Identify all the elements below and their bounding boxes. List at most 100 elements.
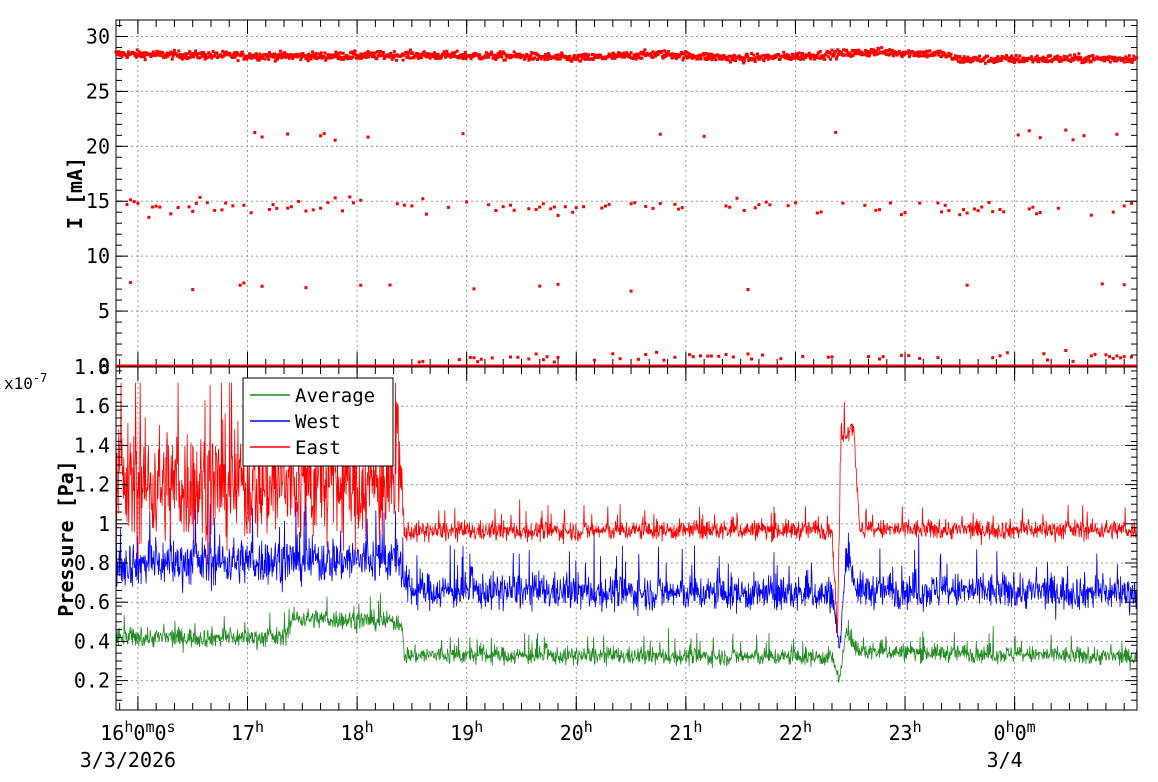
current-y-tick-label: 20	[86, 134, 110, 158]
current-point	[501, 50, 505, 54]
current-y-tick-label: 25	[86, 79, 110, 103]
current-point	[250, 56, 254, 60]
current-point	[1054, 57, 1058, 61]
x-tick-label: 22h	[779, 718, 812, 745]
current-point	[126, 50, 130, 54]
current-point	[1031, 205, 1035, 209]
current-point	[366, 50, 370, 54]
current-point	[911, 50, 915, 54]
current-point	[852, 52, 856, 56]
current-point	[1027, 207, 1031, 211]
current-point	[141, 51, 145, 55]
current-x-ticks	[119, 20, 1125, 366]
current-point	[311, 208, 315, 212]
current-point	[901, 50, 905, 54]
current-point	[432, 53, 436, 57]
current-point	[595, 53, 599, 57]
current-point	[863, 52, 867, 56]
current-point	[869, 47, 873, 51]
current-point	[198, 56, 202, 60]
current-point	[241, 52, 245, 56]
current-point	[972, 207, 976, 211]
pressure-y-tick-label: 1	[98, 512, 110, 536]
current-point	[673, 355, 677, 359]
pressure-y-exponent: x10-7	[4, 371, 47, 393]
current-point	[742, 59, 746, 63]
current-point	[390, 57, 394, 61]
current-point	[631, 56, 635, 60]
current-point	[472, 356, 476, 360]
current-point	[528, 56, 532, 60]
current-point	[304, 209, 308, 213]
current-point	[1040, 59, 1044, 63]
current-point	[618, 52, 622, 56]
current-point	[487, 55, 491, 59]
current-point	[202, 54, 206, 58]
current-point	[1068, 53, 1072, 57]
current-point	[1038, 211, 1042, 215]
current-point	[922, 54, 926, 58]
current-point	[1046, 358, 1050, 362]
current-point	[991, 57, 995, 61]
current-point	[843, 53, 847, 57]
current-point	[340, 55, 344, 59]
current-point	[592, 53, 596, 57]
current-point	[962, 55, 966, 59]
current-point	[639, 50, 643, 54]
current-point	[425, 212, 429, 216]
current-point	[918, 53, 922, 57]
current-point	[213, 208, 217, 212]
current-point	[936, 201, 940, 205]
current-point	[126, 55, 130, 59]
current-point	[509, 203, 513, 207]
current-point	[881, 355, 885, 359]
current-point	[688, 353, 692, 357]
current-point	[999, 58, 1003, 62]
current-point	[372, 53, 376, 57]
current-point	[845, 50, 849, 54]
current-point	[428, 56, 432, 60]
current-point	[682, 52, 686, 56]
current-point	[161, 51, 165, 55]
current-point	[556, 213, 560, 217]
current-point	[153, 53, 157, 57]
x-tick-label: 23h	[888, 718, 921, 745]
current-point	[808, 55, 812, 59]
current-point	[275, 206, 279, 210]
current-point	[731, 58, 735, 62]
current-point	[124, 53, 128, 57]
current-point	[433, 51, 437, 55]
current-point	[728, 205, 732, 209]
current-point	[450, 51, 454, 55]
current-point	[191, 288, 195, 292]
current-point	[771, 57, 775, 61]
current-point	[936, 356, 940, 360]
current-point	[1122, 355, 1126, 359]
current-point	[395, 58, 399, 62]
current-point	[1073, 53, 1077, 57]
current-point	[381, 50, 385, 54]
current-point	[457, 358, 461, 362]
current-point	[136, 201, 140, 205]
pressure-series-average	[115, 592, 1138, 683]
current-point	[583, 57, 587, 61]
current-point	[742, 208, 746, 212]
legend-label: West	[295, 411, 341, 433]
current-point	[180, 53, 184, 57]
current-point	[304, 286, 308, 290]
current-point	[524, 55, 528, 59]
current-point	[691, 355, 695, 359]
current-point	[297, 199, 301, 203]
current-point	[232, 51, 236, 55]
current-point	[967, 58, 971, 62]
current-point	[750, 51, 754, 55]
current-point	[1064, 348, 1068, 352]
current-point	[119, 53, 123, 57]
current-point	[286, 206, 290, 210]
current-point	[680, 206, 684, 210]
current-point	[378, 51, 382, 55]
current-point	[249, 211, 253, 215]
current-point	[183, 56, 187, 60]
current-point	[452, 52, 456, 56]
current-point	[221, 54, 225, 58]
